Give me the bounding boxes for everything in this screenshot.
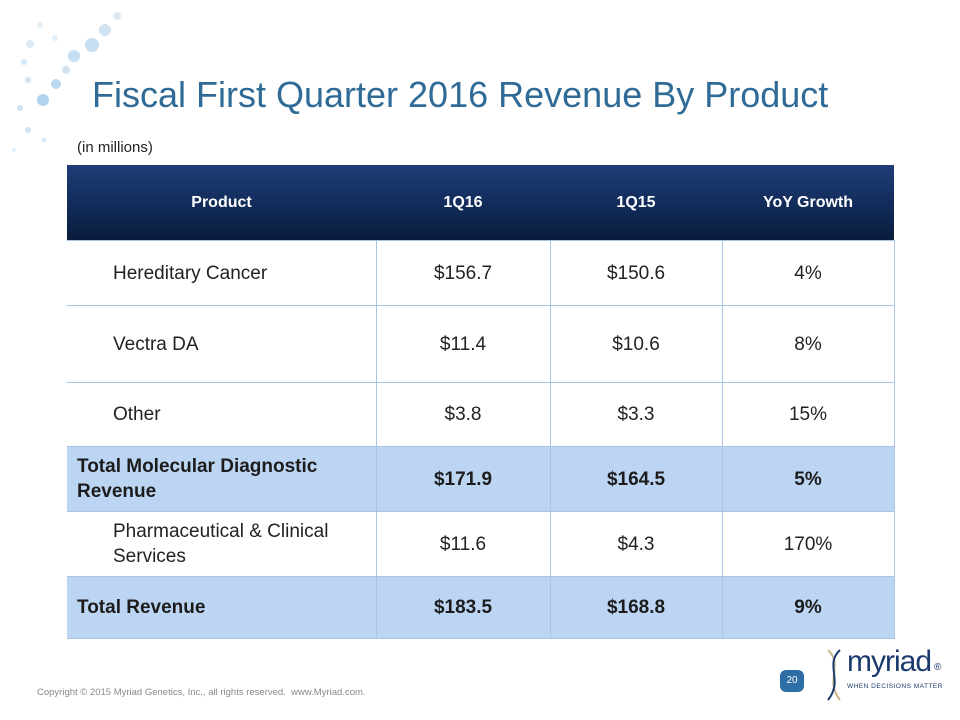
value-cell: $171.9 [376,446,551,512]
logo-registered: ® [934,662,942,673]
revenue-table: Product 1Q16 1Q15 YoY Growth Hereditary Can… [67,165,895,639]
column-header: YoY Growth [722,165,894,241]
value-cell: $183.5 [376,576,551,639]
value-cell: $164.5 [550,446,723,512]
table-row: Total Molecular Diagnostic Revenue $171.9… [67,446,895,512]
value-cell: $3.3 [550,382,723,447]
column-header: Product [67,165,376,241]
value-cell: $4.3 [550,511,723,577]
subtitle: (in millions) [77,139,153,156]
table-row: Pharmaceutical & Clinical Services $11.6 $… [67,511,895,577]
column-header: 1Q15 [550,165,722,241]
table-row: Other $3.8 $3.3 15% [67,382,895,447]
value-cell: 8% [722,305,895,383]
product-cell: Vectra DA [67,305,377,383]
logo-name: myriad [847,645,932,678]
logo-helix [827,649,841,701]
page-number: 20 [780,670,804,692]
value-cell: $11.4 [376,305,551,383]
value-cell: $11.6 [376,511,551,577]
decor-dots [12,12,121,152]
product-cell: Total Molecular Diagnostic Revenue [67,446,377,512]
value-cell: 4% [722,240,895,306]
value-cell: 9% [722,576,895,639]
value-cell: $3.8 [376,382,551,447]
value-cell: $10.6 [550,305,723,383]
slide-title: Fiscal First Quarter 2016 Revenue By Pro… [92,74,829,115]
table-row: Vectra DA $11.4 $10.6 8% [67,305,895,383]
product-cell: Other [67,382,377,447]
copyright: Copyright © 2015 Myriad Genetics, Inc., … [37,687,366,698]
value-cell: 170% [722,511,895,577]
value-cell: $168.8 [550,576,723,639]
product-cell: Total Revenue [67,576,377,639]
column-header: 1Q16 [376,165,550,241]
value-cell: 5% [722,446,895,512]
product-cell: Pharmaceutical & Clinical Services [67,511,377,577]
value-cell: 15% [722,382,895,447]
logo-tagline: WHEN DECISIONS MATTER [847,683,943,690]
table-row: Total Revenue $183.5 $168.8 9% [67,576,895,639]
header-row: Product 1Q16 1Q15 YoY Growth [67,165,894,241]
product-cell: Hereditary Cancer [67,240,377,306]
value-cell: $150.6 [550,240,723,306]
value-cell: $156.7 [376,240,551,306]
table-row: Hereditary Cancer $156.7 $150.6 4% [67,240,895,306]
